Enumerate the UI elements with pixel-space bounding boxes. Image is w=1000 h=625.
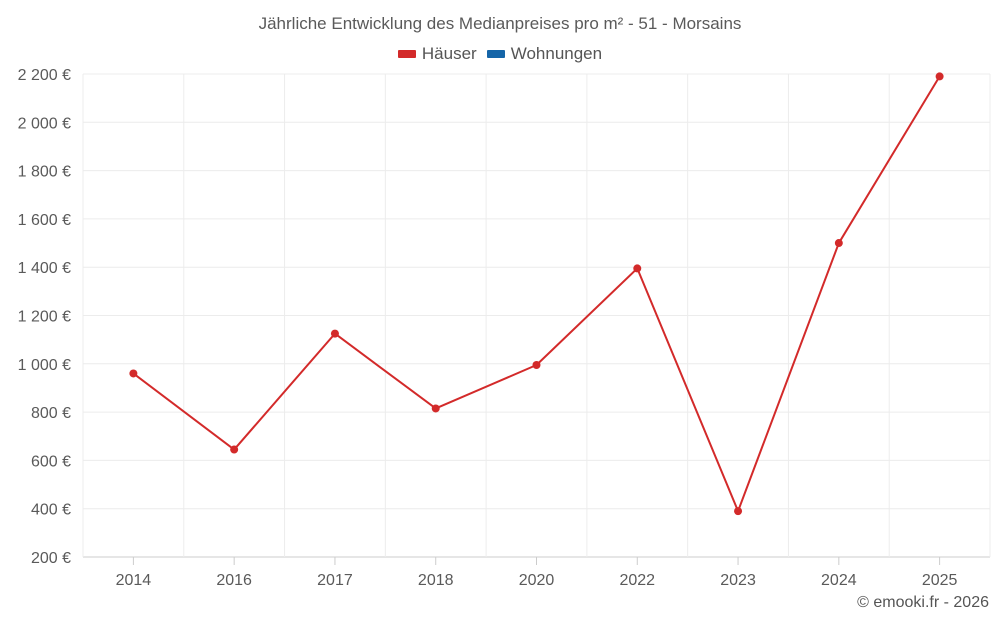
y-tick-label: 800 €: [31, 405, 71, 422]
data-point[interactable]: [431, 404, 440, 413]
data-point[interactable]: [834, 239, 843, 248]
data-point[interactable]: [230, 445, 239, 454]
x-tick-label: 2025: [922, 572, 958, 589]
legend: Häuser Wohnungen: [0, 44, 1000, 64]
legend-swatch-wohnungen: [486, 50, 505, 58]
data-point[interactable]: [935, 72, 944, 81]
y-tick-label: 400 €: [31, 502, 71, 519]
y-tick-label: 2 200 €: [18, 67, 71, 84]
legend-label-haeuser: Häuser: [421, 44, 477, 63]
y-tick-label: 200 €: [31, 550, 71, 567]
grid-layer: [82, 73, 991, 558]
x-tick-label: 2017: [317, 572, 353, 589]
y-tick-label: 1 200 €: [18, 309, 71, 326]
x-tick-label: 2024: [821, 572, 857, 589]
legend-item-haeuser[interactable]: Häuser: [397, 44, 477, 64]
data-point[interactable]: [532, 361, 541, 370]
x-tick-label: 2018: [418, 572, 454, 589]
x-tick-label: 2016: [216, 572, 252, 589]
credit-text: © emooki.fr - 2026: [857, 594, 989, 611]
axis-layer: 200 € 400 € 600 € 800 € 1 000 € 1 200 € 1 400 …: [18, 67, 958, 589]
y-tick-label: 1 800 €: [18, 164, 71, 181]
x-tick-label: 2020: [519, 572, 555, 589]
data-point[interactable]: [734, 507, 743, 516]
y-tick-label: 2 000 €: [18, 115, 71, 132]
x-tick-label: 2023: [720, 572, 756, 589]
legend-item-wohnungen[interactable]: Wohnungen: [486, 44, 603, 64]
legend-label-wohnungen: Wohnungen: [510, 44, 603, 63]
data-point[interactable]: [633, 264, 642, 273]
x-tick-label: 2022: [619, 572, 655, 589]
y-tick-label: 1 600 €: [18, 212, 71, 229]
series-line-0: [132, 75, 941, 513]
chart-title: Jährliche Entwicklung des Medianpreises …: [258, 14, 742, 33]
y-tick-label: 600 €: [31, 453, 71, 470]
x-tick-label: 2014: [116, 572, 152, 589]
series-layer: [129, 72, 944, 516]
data-point[interactable]: [330, 329, 339, 338]
y-tick-label: 1 000 €: [18, 357, 71, 374]
data-point[interactable]: [129, 369, 138, 378]
legend-swatch-haeuser: [397, 50, 416, 58]
y-tick-label: 1 400 €: [18, 260, 71, 277]
